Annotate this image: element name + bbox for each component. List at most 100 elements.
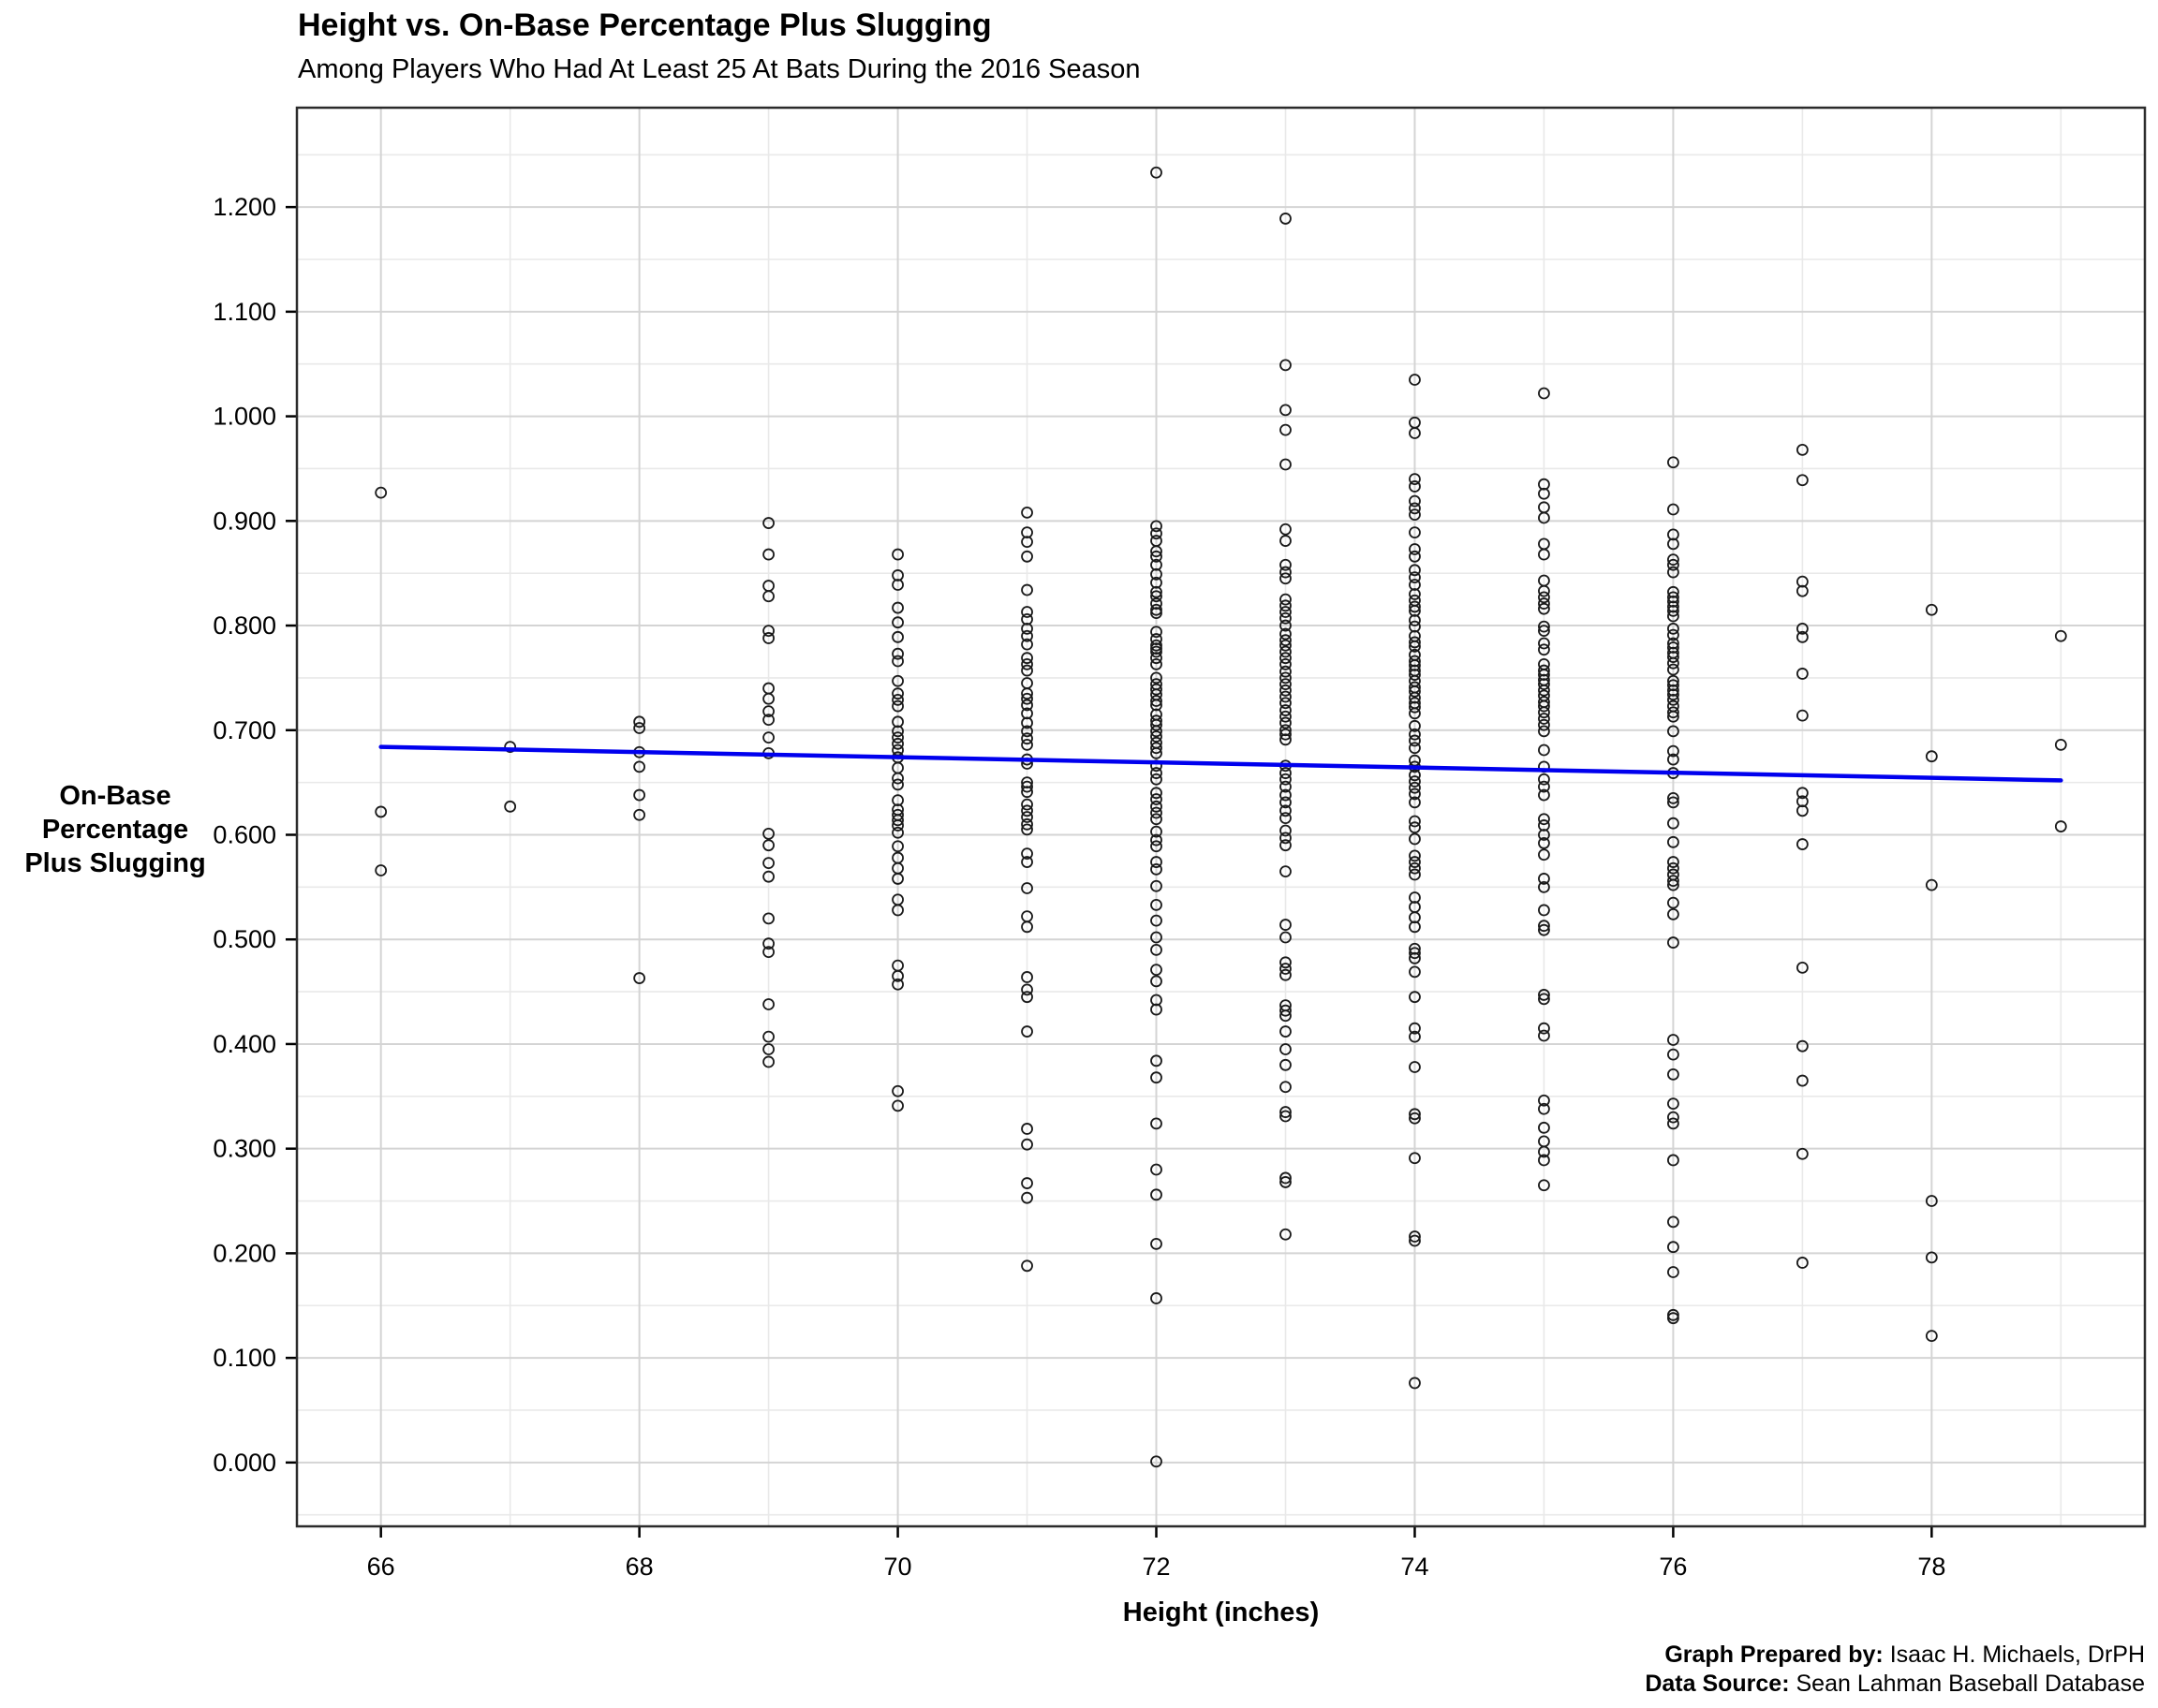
caption-prepared-by-label: Graph Prepared by: (1664, 1642, 1884, 1668)
data-point (1021, 664, 1033, 677)
x-tick-label: 74 (1400, 1553, 1428, 1581)
data-point (1409, 605, 1421, 617)
data-point (1667, 688, 1679, 701)
data-point (1279, 832, 1292, 845)
data-point (1538, 625, 1550, 638)
data-point (1150, 1455, 1162, 1468)
data-point (1409, 636, 1421, 649)
data-point (1538, 597, 1550, 610)
data-point (1279, 523, 1292, 536)
data-point (1021, 687, 1033, 700)
data-point (1279, 1228, 1292, 1241)
data-point (1279, 639, 1292, 652)
data-point (1667, 528, 1679, 541)
data-point (1150, 725, 1162, 738)
data-point (1796, 961, 1809, 974)
data-point (1667, 558, 1679, 571)
data-point (1150, 833, 1162, 847)
data-point (1150, 607, 1162, 620)
data-point (1667, 674, 1679, 687)
data-point (1279, 716, 1292, 729)
data-point (892, 772, 904, 785)
y-axis-title-line3: Plus Slugging (24, 848, 206, 878)
data-point (1925, 1251, 1938, 1264)
data-point (1279, 572, 1292, 585)
data-point (1667, 817, 1679, 830)
data-point (1150, 639, 1162, 652)
data-point (1021, 536, 1033, 549)
panel-border (295, 106, 2147, 1528)
data-point (1667, 610, 1679, 623)
data-point (1538, 829, 1550, 841)
data-point (1796, 795, 1809, 808)
data-point (633, 972, 646, 984)
data-point (1538, 699, 1550, 713)
data-point (1667, 1068, 1679, 1081)
data-point (1409, 508, 1421, 522)
data-point (1021, 1123, 1033, 1135)
data-point (1409, 614, 1421, 626)
data-point (1150, 975, 1162, 988)
data-point (1021, 1138, 1033, 1151)
data-point (1409, 861, 1421, 875)
x-tick-label: 76 (1659, 1553, 1687, 1581)
data-point (1409, 600, 1421, 613)
data-point (1279, 796, 1292, 809)
data-point (1150, 931, 1162, 944)
data-point (1021, 638, 1033, 651)
data-point (1409, 1061, 1421, 1073)
data-point (1279, 665, 1292, 678)
data-point (1409, 781, 1421, 794)
data-point (1279, 773, 1292, 786)
data-point (1538, 880, 1550, 893)
y-tick-label: 1.100 (213, 298, 276, 326)
data-point (1021, 983, 1033, 996)
data-point (1538, 664, 1550, 677)
data-point (762, 839, 775, 852)
data-point (892, 731, 904, 744)
data-point (1409, 1377, 1421, 1390)
data-point (1150, 840, 1162, 853)
data-point (1667, 1034, 1679, 1046)
chart-title: Height vs. On-Base Percentage Plus Slugg… (298, 7, 992, 43)
data-point (1150, 1054, 1162, 1068)
data-point (1150, 657, 1162, 670)
data-point (1409, 868, 1421, 881)
data-point (1667, 706, 1679, 719)
data-point (1150, 793, 1162, 805)
data-point (762, 705, 775, 718)
data-point (892, 737, 904, 750)
data-point (1279, 728, 1292, 741)
data-point (1538, 744, 1550, 757)
data-point (1667, 1154, 1679, 1167)
data-point (1021, 798, 1033, 811)
data-point (1538, 725, 1550, 738)
data-point (1667, 679, 1679, 692)
data-point (1150, 597, 1162, 610)
data-point (1279, 1106, 1292, 1118)
data-point (1021, 583, 1033, 596)
data-point (1279, 1043, 1292, 1055)
data-point (1538, 678, 1550, 691)
data-point (1409, 891, 1421, 904)
data-point (1667, 878, 1679, 891)
data-point (892, 725, 904, 738)
data-point (1409, 659, 1421, 671)
data-point (1667, 1266, 1679, 1278)
data-point (1538, 478, 1550, 491)
data-point (892, 814, 904, 827)
data-point (1667, 622, 1679, 635)
data-point (1279, 566, 1292, 579)
y-tick-label: 0.900 (213, 507, 276, 535)
data-point (892, 655, 904, 668)
data-point (1667, 605, 1679, 617)
data-point (1021, 657, 1033, 670)
data-point (1150, 1071, 1162, 1084)
data-point (1150, 994, 1162, 1007)
data-point (892, 630, 904, 643)
data-point (762, 1030, 775, 1043)
data-point (1538, 780, 1550, 793)
data-point (1538, 1179, 1550, 1192)
data-point (1538, 788, 1550, 802)
data-point (1409, 769, 1421, 782)
